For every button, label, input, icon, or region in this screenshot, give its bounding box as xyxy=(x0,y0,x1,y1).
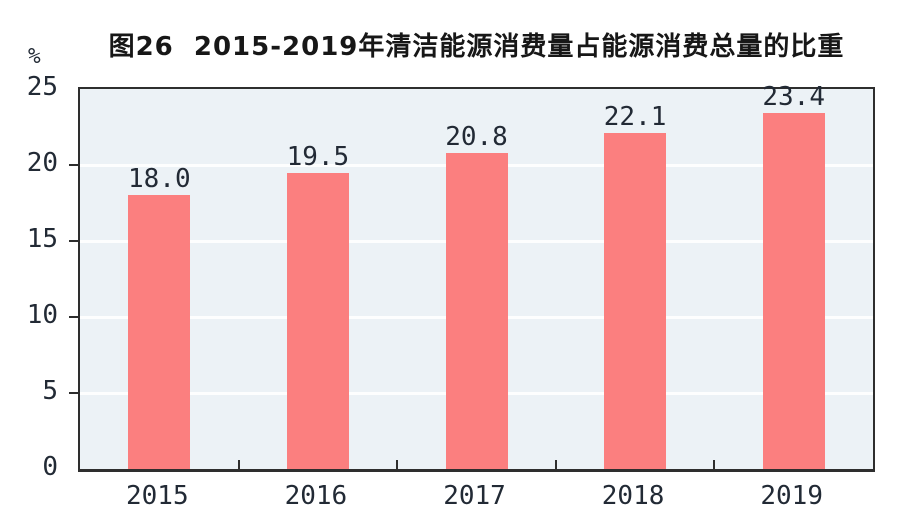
y-tick-label-10: 10 xyxy=(26,300,58,330)
value-label-2019: 23.4 xyxy=(762,82,825,113)
y-tick-label-15: 15 xyxy=(26,224,58,254)
y-tick-label-25: 25 xyxy=(26,72,58,102)
bar-2019 xyxy=(762,113,825,469)
y-tick-label-0: 0 xyxy=(42,452,58,482)
value-label-2018: 22.1 xyxy=(603,102,667,133)
y-tick-label-20: 20 xyxy=(26,148,58,178)
bar-2018 xyxy=(604,133,667,469)
y-axis-unit-label: % xyxy=(28,44,41,68)
value-label-2017: 20.8 xyxy=(445,121,508,152)
x-tick-label-2017: 2017 xyxy=(443,481,506,511)
x-axis-tick xyxy=(713,460,716,469)
bar-2015 xyxy=(128,195,191,469)
y-axis-tick-5 xyxy=(69,392,78,394)
plot-area: 18.0 19.5 20.8 22.1 23.4 xyxy=(69,82,875,472)
x-axis-tick xyxy=(396,460,399,469)
x-tick-label-2016: 2016 xyxy=(284,481,348,511)
x-tick-label-2019: 2019 xyxy=(760,481,823,511)
x-axis-tick xyxy=(237,460,240,469)
y-tick-label-5: 5 xyxy=(42,376,58,406)
y-axis-tick-15 xyxy=(69,240,78,242)
x-tick-label-2015: 2015 xyxy=(125,481,189,511)
y-axis-tick-20 xyxy=(69,164,78,166)
y-axis-tick-10 xyxy=(69,316,78,318)
value-label-2016: 19.5 xyxy=(286,141,350,172)
x-axis-tick xyxy=(554,460,557,469)
x-tick-label-2018: 2018 xyxy=(601,481,665,511)
bar-2017 xyxy=(445,152,508,469)
chart-title: 图26 2015-2019年清洁能源消费量占能源消费总量的比重 xyxy=(108,32,845,62)
bar-2016 xyxy=(286,172,349,469)
value-label-2015: 18.0 xyxy=(127,164,191,195)
